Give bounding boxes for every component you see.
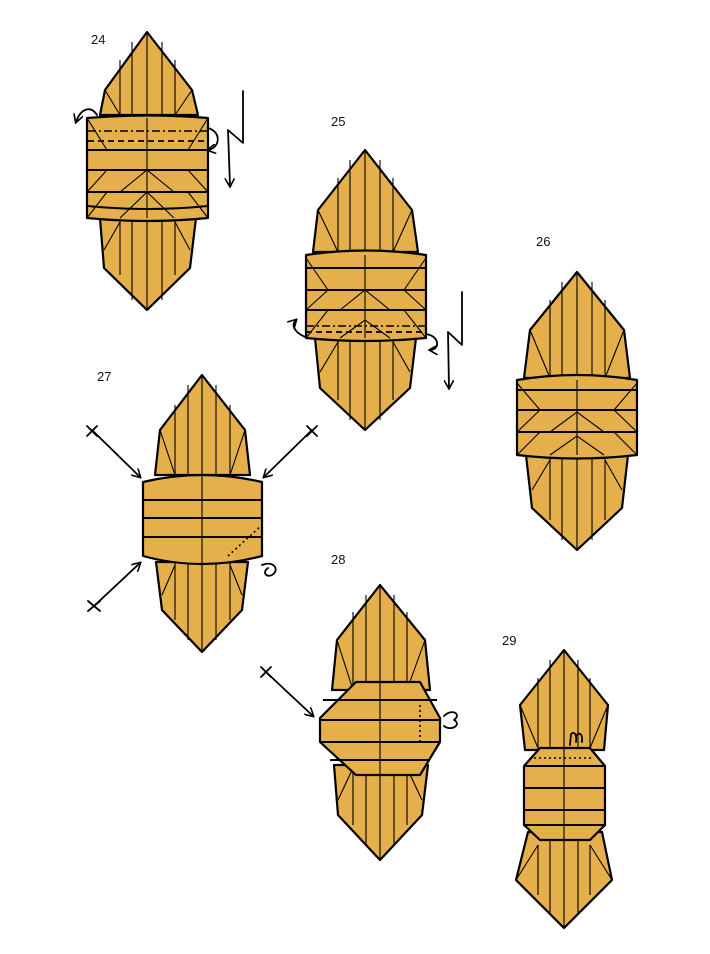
step-number-26: 26: [536, 234, 551, 249]
step-27-figure: [86, 373, 318, 654]
step-number-27: 27: [97, 369, 112, 384]
step-number-25: 25: [331, 114, 346, 129]
step-number-24: 24: [91, 32, 106, 47]
step-29-figure: [514, 648, 614, 930]
step-number-28: 28: [331, 552, 346, 567]
step-28-figure: [260, 583, 458, 862]
step-24-figure: [76, 30, 244, 312]
step-26-figure: [515, 270, 639, 552]
step-25-figure: [294, 148, 463, 432]
step-number-29: 29: [502, 633, 517, 648]
